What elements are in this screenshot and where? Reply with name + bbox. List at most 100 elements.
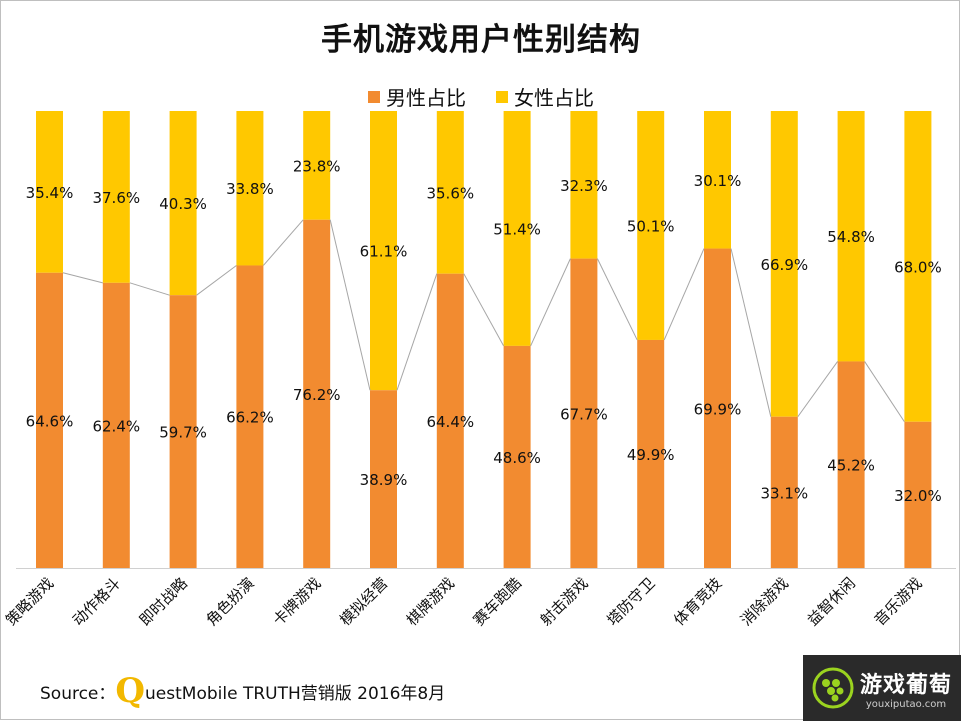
x-tick-label-8: 赛车跑酷	[470, 574, 525, 629]
bars-group	[36, 111, 932, 569]
connector-line-3	[196, 265, 237, 296]
bar-male-4	[236, 265, 264, 568]
data-label-female-9: 32.3%	[560, 177, 608, 195]
connector-line-7	[463, 273, 505, 347]
data-label-female-12: 66.9%	[760, 256, 808, 274]
chart-title: 手机游戏用户性别结构	[321, 22, 641, 58]
connector-line-11	[730, 248, 772, 417]
data-label-male-11: 69.9%	[694, 400, 742, 418]
connector-line-6	[396, 273, 438, 391]
legend-swatch-female	[496, 90, 508, 103]
data-label-female-11: 30.1%	[694, 172, 742, 190]
bar-female-13	[837, 111, 865, 362]
data-label-male-7: 64.4%	[426, 413, 474, 431]
x-tick-label-4: 角色扮演	[203, 574, 258, 629]
bar-female-11	[704, 111, 731, 249]
bar-female-6	[370, 111, 397, 391]
connector-line-9	[596, 258, 638, 341]
x-tick-labels-group: 策略游戏 动作格斗 即时战略 角色扮演 卡牌游戏 模拟经营 棋牌游戏 赛车跑酷 射击游戏 塔防守卫…	[2, 574, 926, 629]
bar-female-9	[570, 111, 598, 259]
bar-female-14	[904, 111, 932, 422]
bar-male-2	[102, 282, 130, 568]
data-label-male-3: 59.7%	[159, 424, 207, 442]
x-tick-label-1: 策略游戏	[2, 574, 57, 629]
watermark-text-group: 游戏葡萄 youxiputao.com	[860, 667, 952, 710]
connector-line-13	[864, 361, 905, 423]
data-label-female-8: 51.4%	[493, 220, 541, 238]
data-label-male-13: 45.2%	[827, 457, 875, 475]
bar-male-5	[303, 219, 331, 569]
data-label-female-2: 37.6%	[92, 189, 140, 207]
bar-male-6	[370, 390, 397, 568]
legend-label-female: 女性占比	[514, 86, 594, 110]
bar-female-2	[102, 111, 130, 283]
legend-item-female: 女性占比	[496, 82, 594, 111]
connector-line-4	[263, 219, 304, 266]
bar-male-13	[837, 361, 865, 568]
questmobile-logo-q: Q	[115, 671, 146, 711]
bar-female-8	[503, 111, 531, 346]
grape-icon	[812, 667, 854, 709]
data-label-male-2: 62.4%	[92, 417, 140, 435]
bar-male-1	[36, 272, 63, 568]
data-label-female-14: 68.0%	[894, 258, 942, 276]
data-label-male-10: 49.9%	[627, 446, 675, 464]
bar-male-8	[503, 345, 531, 568]
bar-female-3	[169, 111, 197, 296]
legend-item-male: 男性占比	[368, 82, 466, 111]
connector-line-5	[329, 219, 371, 391]
data-label-female-4: 33.8%	[226, 180, 274, 198]
bar-female-4	[236, 111, 264, 266]
x-tick-label-12: 消除游戏	[737, 574, 792, 629]
watermark-text: 游戏葡萄	[859, 672, 952, 698]
bar-male-3	[169, 295, 197, 568]
x-tick-label-5: 卡牌游戏	[269, 574, 324, 629]
data-label-female-10: 50.1%	[627, 217, 675, 235]
data-label-male-6: 38.9%	[360, 471, 408, 489]
data-label-male-12: 33.1%	[760, 484, 808, 502]
x-tick-label-7: 棋牌游戏	[403, 574, 458, 629]
data-label-male-9: 67.7%	[560, 405, 608, 423]
bar-female-5	[303, 111, 331, 220]
x-tick-label-2: 动作格斗	[69, 574, 124, 629]
data-label-male-5: 76.2%	[293, 386, 341, 404]
bar-female-10	[637, 111, 665, 340]
data-label-female-7: 35.6%	[426, 184, 474, 202]
watermark-subtext: youxiputao.com	[865, 698, 947, 710]
connector-line-12	[797, 361, 839, 418]
watermark-logo: 游戏葡萄 youxiputao.com	[803, 655, 961, 721]
data-label-female-5: 23.8%	[293, 157, 341, 175]
source-note: Source： Q uestMobile TRUTH营销版 2016年8月	[40, 671, 446, 711]
data-label-male-4: 66.2%	[226, 409, 274, 427]
bar-male-10	[637, 339, 665, 568]
source-text: uestMobile TRUTH营销版 2016年8月	[145, 684, 446, 704]
data-label-female-6: 61.1%	[360, 243, 408, 261]
data-label-female-3: 40.3%	[159, 195, 207, 213]
bar-male-12	[770, 416, 798, 568]
bar-male-14	[904, 421, 932, 568]
x-tick-label-11: 体育竞技	[670, 574, 725, 629]
x-tick-label-3: 即时战略	[136, 574, 191, 629]
bar-male-7	[436, 273, 464, 568]
x-tick-label-14: 音乐游戏	[871, 574, 926, 629]
bar-male-9	[570, 258, 598, 568]
chart-legend: 男性占比 女性占比	[0, 82, 962, 111]
legend-swatch-male	[368, 90, 380, 103]
connector-line-10	[663, 248, 705, 341]
x-tick-label-9: 射击游戏	[537, 574, 592, 629]
bar-male-11	[704, 248, 731, 568]
data-labels-group: 64.6% 35.4% 62.4% 37.6% 59.7% 40.3% 66.2% 33.8%…	[26, 157, 942, 504]
connector-line-2	[129, 282, 170, 296]
data-label-female-13: 54.8%	[827, 228, 875, 246]
data-label-male-14: 32.0%	[894, 487, 942, 505]
bar-female-7	[436, 111, 464, 274]
connector-line-8	[530, 258, 571, 347]
bar-female-1	[36, 111, 63, 273]
x-tick-label-6: 模拟经营	[336, 574, 391, 629]
data-label-male-1: 64.6%	[26, 412, 74, 430]
source-prefix: Source：	[40, 684, 116, 704]
legend-label-male: 男性占比	[386, 86, 466, 110]
bar-female-12	[770, 111, 798, 417]
